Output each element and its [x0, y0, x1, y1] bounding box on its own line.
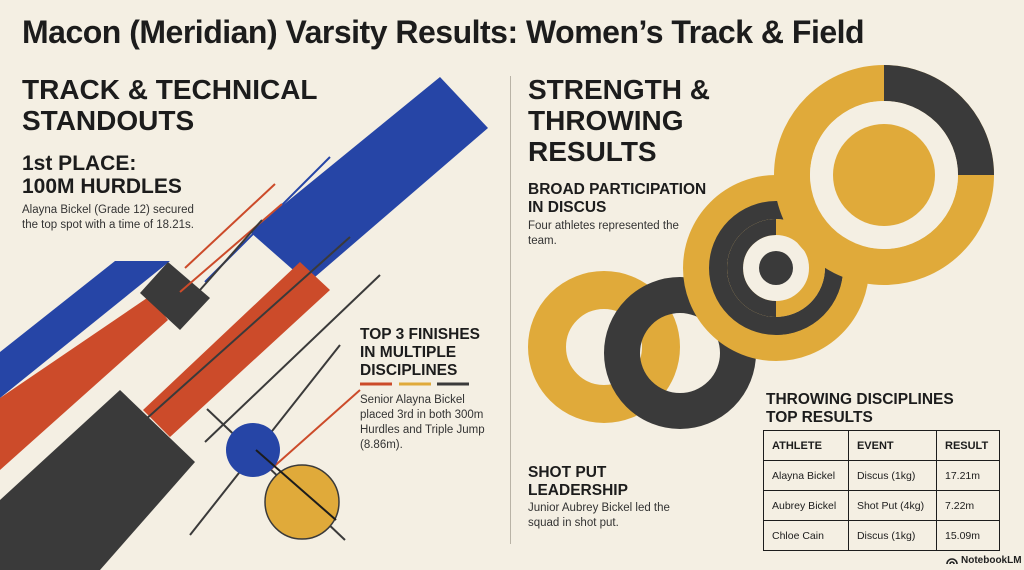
table-row: Alayna Bickel Discus (1kg) 17.21m [763, 460, 1000, 491]
orange-diagonal-band [143, 262, 330, 437]
top3-heading-line2: IN MULTIPLE [360, 344, 457, 361]
top3-description-line2: placed 3rd in both 300m [360, 409, 484, 421]
table-header-result: RESULT [936, 430, 1000, 461]
shotput-heading-line2: LEADERSHIP [528, 482, 628, 499]
table-heading-line2: TOP RESULTS [766, 409, 873, 426]
shotput-description-line2: squad in shot put. [528, 517, 619, 529]
charcoal-block-small [140, 262, 210, 330]
shotput-heading-line1: SHOT PUT [528, 464, 607, 481]
table-cell-event: Discus (1kg) [847, 520, 938, 551]
hurdles-heading: 1st PLACE: 100M HURDLES [22, 152, 182, 198]
table-row: Chloe Cain Discus (1kg) 15.09m [763, 520, 1000, 551]
table-cell-result: 7.22m [936, 490, 1000, 521]
top3-heading-line1: TOP 3 FINISHES [360, 326, 481, 343]
table-cell-event: Discus (1kg) [847, 460, 938, 491]
discus-heading: BROAD PARTICIPATION IN DISCUS [528, 181, 706, 217]
discus-heading-line2: IN DISCUS [528, 199, 607, 216]
gold-ring-middle-outer [683, 175, 869, 361]
table-header-event: EVENT [847, 430, 938, 461]
gold-ring-top [774, 65, 994, 285]
shotput-description: Junior Aubrey Bickel led the squad in sh… [528, 501, 670, 531]
track-section-title-line1: TRACK & TECHNICAL [22, 74, 318, 105]
blue-block-left [0, 261, 170, 398]
throwing-section-title-line2: THROWING [528, 105, 684, 136]
throwing-results-table: ATHLETE EVENT RESULT Alayna Bickel Discu… [763, 430, 1000, 551]
throwing-section-title-line1: STRENGTH & [528, 74, 710, 105]
table-cell-athlete: Chloe Cain [763, 520, 849, 551]
gold-ring-bottom [528, 271, 680, 423]
table-cell-result: 17.21m [936, 460, 1000, 491]
top3-description-line1: Senior Alayna Bickel [360, 394, 465, 406]
throwing-section-title-line3: RESULTS [528, 136, 657, 167]
gold-circle [264, 464, 340, 540]
shotput-heading: SHOT PUT LEADERSHIP [528, 464, 628, 500]
charcoal-block-large [0, 390, 195, 570]
top3-description-line3: Hurdles and Triple Jump [360, 424, 485, 436]
charcoal-ring-bottom [604, 277, 756, 429]
table-cell-result: 15.09m [936, 520, 1000, 551]
track-section-title: TRACK & TECHNICAL STANDOUTS [22, 74, 318, 136]
discus-description: Four athletes represented the team. [528, 219, 679, 249]
top3-heading: TOP 3 FINISHES IN MULTIPLE DISCIPLINES [360, 326, 480, 380]
table-cell-athlete: Aubrey Bickel [763, 490, 849, 521]
hurdles-heading-line1: 1st PLACE: [22, 152, 137, 175]
discus-description-line2: team. [528, 235, 557, 247]
hurdles-heading-line2: 100M HURDLES [22, 175, 182, 198]
track-section-title-line2: STANDOUTS [22, 105, 195, 136]
throwing-section-title: STRENGTH & THROWING RESULTS [528, 74, 710, 167]
table-header-row: ATHLETE EVENT RESULT [763, 430, 1000, 461]
page-title: Macon (Meridian) Varsity Results: Women’… [22, 14, 865, 50]
table-heading: THROWING DISCIPLINES TOP RESULTS [766, 391, 954, 427]
discus-description-line1: Four athletes represented the [528, 220, 679, 232]
top3-description-line4: (8.86m). [360, 439, 403, 451]
table-cell-athlete: Alayna Bickel [763, 460, 849, 491]
hurdles-description: Alayna Bickel (Grade 12) secured the top… [22, 203, 194, 233]
discus-heading-line1: BROAD PARTICIPATION [528, 181, 707, 198]
column-divider [510, 76, 511, 544]
top3-description: Senior Alayna Bickel placed 3rd in both … [360, 393, 485, 453]
orange-block-left [0, 296, 168, 470]
notebooklm-label: NotebookLM [961, 555, 1022, 566]
table-cell-event: Shot Put (4kg) [847, 490, 938, 521]
table-row: Aubrey Bickel Shot Put (4kg) 7.22m [763, 490, 1000, 521]
hurdles-description-line1: Alayna Bickel (Grade 12) secured [22, 204, 194, 216]
table-header-athlete: ATHLETE [763, 430, 849, 461]
notebooklm-logo-icon [946, 558, 958, 565]
notebooklm-badge: NotebookLM [946, 555, 1022, 566]
shotput-description-line1: Junior Aubrey Bickel led the [528, 502, 670, 514]
blue-circle [226, 423, 280, 477]
table-heading-line1: THROWING DISCIPLINES [766, 391, 954, 408]
hurdles-description-line2: the top spot with a time of 18.21s. [22, 219, 194, 231]
top3-heading-line3: DISCIPLINES [360, 362, 458, 379]
